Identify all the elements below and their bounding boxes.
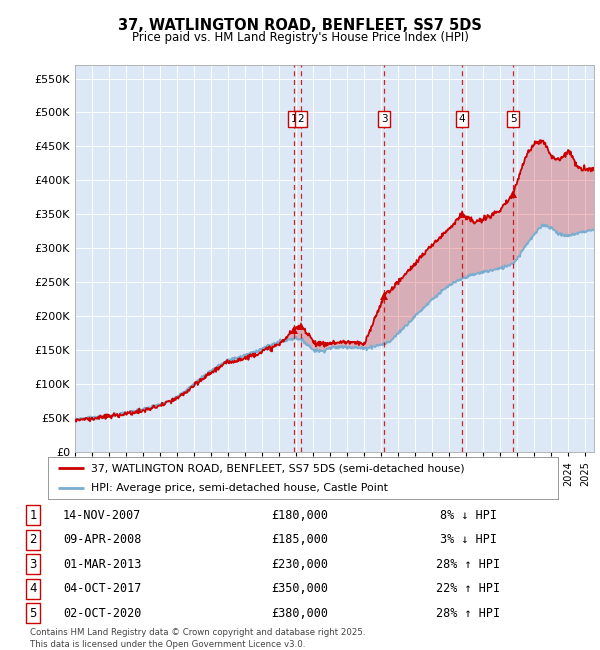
Text: £350,000: £350,000 xyxy=(271,582,329,595)
Text: Contains HM Land Registry data © Crown copyright and database right 2025.
This d: Contains HM Land Registry data © Crown c… xyxy=(30,628,365,649)
Text: 22% ↑ HPI: 22% ↑ HPI xyxy=(436,582,500,595)
Text: 1: 1 xyxy=(290,114,298,124)
Text: 3: 3 xyxy=(381,114,388,124)
Text: 3% ↓ HPI: 3% ↓ HPI xyxy=(439,533,497,546)
Text: 01-MAR-2013: 01-MAR-2013 xyxy=(63,558,141,571)
Text: £230,000: £230,000 xyxy=(271,558,329,571)
Text: 3: 3 xyxy=(29,558,37,571)
Text: 2: 2 xyxy=(298,114,304,124)
Text: 1: 1 xyxy=(29,509,37,522)
Text: HPI: Average price, semi-detached house, Castle Point: HPI: Average price, semi-detached house,… xyxy=(91,483,388,493)
Text: 5: 5 xyxy=(510,114,517,124)
Text: 28% ↑ HPI: 28% ↑ HPI xyxy=(436,558,500,571)
Text: Price paid vs. HM Land Registry's House Price Index (HPI): Price paid vs. HM Land Registry's House … xyxy=(131,31,469,44)
Text: 37, WATLINGTON ROAD, BENFLEET, SS7 5DS (semi-detached house): 37, WATLINGTON ROAD, BENFLEET, SS7 5DS (… xyxy=(91,463,465,473)
Text: 4: 4 xyxy=(459,114,466,124)
Text: 14-NOV-2007: 14-NOV-2007 xyxy=(63,509,141,522)
Text: 8% ↓ HPI: 8% ↓ HPI xyxy=(439,509,497,522)
Text: £185,000: £185,000 xyxy=(271,533,329,546)
Text: 04-OCT-2017: 04-OCT-2017 xyxy=(63,582,141,595)
Text: 09-APR-2008: 09-APR-2008 xyxy=(63,533,141,546)
Text: 28% ↑ HPI: 28% ↑ HPI xyxy=(436,606,500,619)
Text: £180,000: £180,000 xyxy=(271,509,329,522)
Text: 4: 4 xyxy=(29,582,37,595)
Text: 37, WATLINGTON ROAD, BENFLEET, SS7 5DS: 37, WATLINGTON ROAD, BENFLEET, SS7 5DS xyxy=(118,18,482,33)
Text: £380,000: £380,000 xyxy=(271,606,329,619)
Text: 5: 5 xyxy=(29,606,37,619)
Text: 02-OCT-2020: 02-OCT-2020 xyxy=(63,606,141,619)
Text: 2: 2 xyxy=(29,533,37,546)
